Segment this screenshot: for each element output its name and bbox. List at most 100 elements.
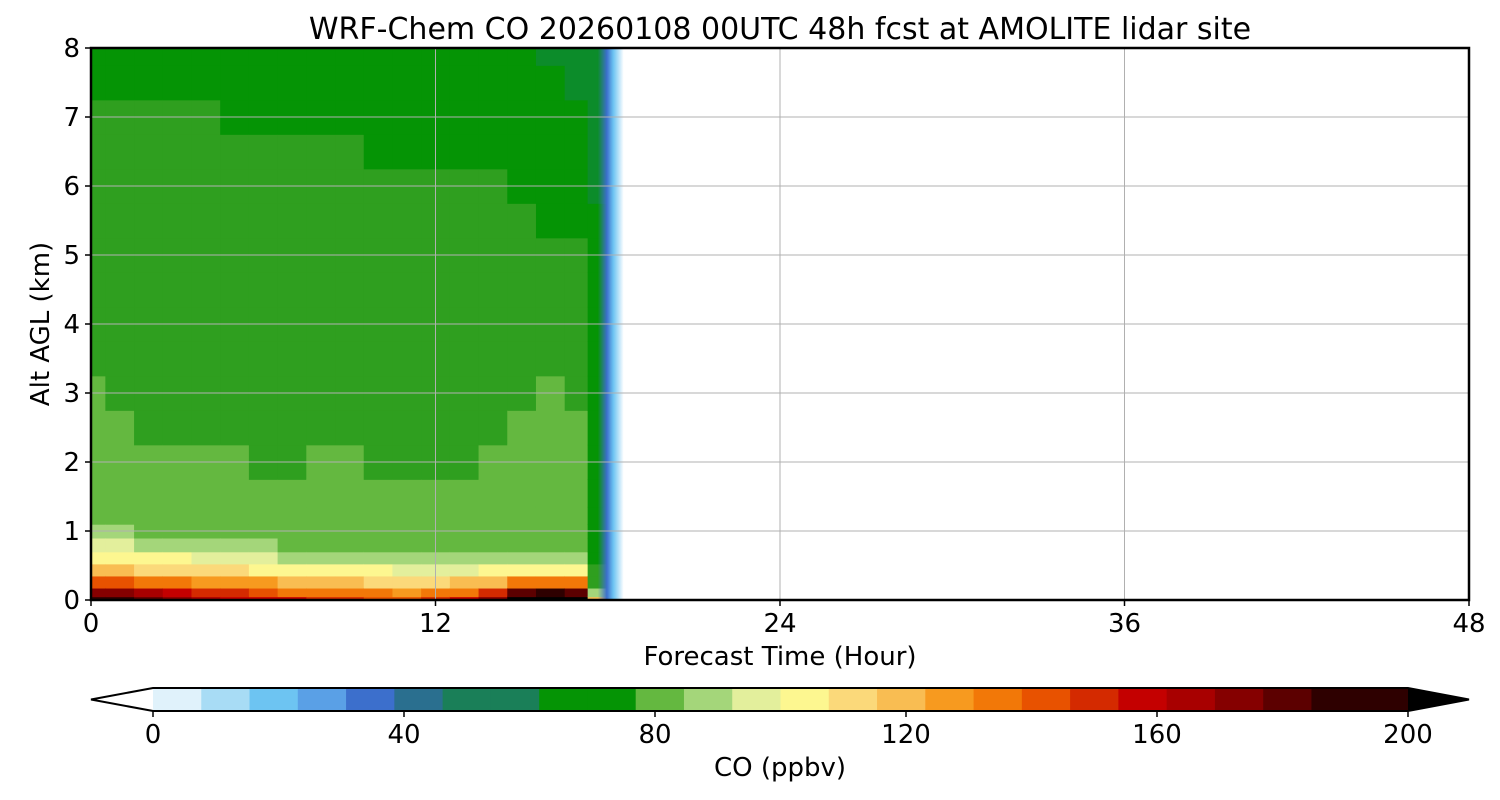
colorbar-segment: [828, 688, 878, 711]
heatmap-cell: [392, 537, 422, 553]
colorbar-tick-label: 40: [387, 720, 420, 750]
colorbar-segment: [1263, 688, 1313, 711]
heatmap-cell: [507, 551, 537, 565]
heatmap-cell: [535, 587, 566, 598]
heatmap-cell: [507, 596, 537, 600]
heatmap-cell: [162, 203, 193, 239]
heatmap-cell: [162, 272, 193, 308]
heatmap-cell: [392, 134, 422, 170]
heatmap-cell: [392, 410, 422, 446]
heatmap-cell: [478, 596, 508, 600]
heatmap-cell: [105, 203, 135, 239]
colorbar-tick-label: 120: [881, 720, 931, 750]
x-tick-label: 12: [419, 609, 452, 639]
heatmap-cell: [277, 410, 307, 446]
heatmap-cell: [91, 134, 106, 170]
heatmap-cell: [134, 551, 164, 565]
heatmap-cell: [306, 506, 336, 525]
heatmap-cell: [363, 134, 394, 170]
heatmap-cell: [191, 551, 221, 565]
heatmap-cell: [363, 551, 394, 565]
heatmap-cell: [564, 506, 589, 525]
heatmap-cell: [564, 272, 589, 308]
heatmap-cell: [535, 65, 566, 101]
heatmap-cell: [220, 563, 250, 577]
heatmap-cell: [449, 410, 480, 446]
heatmap-cell: [335, 575, 365, 589]
heatmap-cell: [335, 479, 365, 508]
heatmap-cell: [191, 203, 221, 239]
heatmap-cell: [507, 134, 537, 170]
heatmap-cell: [91, 537, 106, 553]
heatmap-cell: [507, 341, 537, 377]
heatmap-cell: [220, 48, 250, 66]
heatmap-cell: [134, 575, 164, 589]
x-axis-label: Forecast Time (Hour): [643, 642, 916, 672]
y-tick-label: 5: [63, 241, 80, 271]
heatmap-cell: [335, 341, 365, 377]
heatmap-cell: [564, 575, 589, 589]
heatmap-cell: [277, 587, 307, 598]
heatmap-cell: [105, 341, 135, 377]
heatmap-cell: [162, 537, 193, 553]
heatmap-cell: [134, 272, 164, 308]
heatmap-cell: [220, 134, 250, 170]
heatmap-cell: [535, 134, 566, 170]
heatmap-cell: [248, 551, 279, 565]
heatmap-cell: [248, 203, 279, 239]
heatmap-cell: [449, 341, 480, 377]
heatmap-cell: [277, 479, 307, 508]
heatmap-cell: [134, 134, 164, 170]
heatmap-cell: [363, 479, 394, 508]
colorbar-segment: [1359, 688, 1409, 711]
heatmap-cell: [306, 272, 336, 308]
heatmap-cell: [105, 596, 135, 600]
heatmap-cell: [507, 65, 537, 101]
heatmap-cell: [277, 48, 307, 66]
heatmap-cell: [191, 479, 221, 508]
heatmap-cell: [535, 596, 566, 600]
heatmap-cell: [564, 203, 589, 239]
colorbar-tick-label: 160: [1132, 720, 1182, 750]
heatmap-cell: [91, 587, 106, 598]
heatmap-cell: [220, 272, 250, 308]
heatmap-cell: [363, 596, 394, 600]
x-axis: 0 12 24 36 48: [83, 600, 1486, 639]
heatmap-cell: [478, 479, 508, 508]
heatmap-cell: [162, 506, 193, 525]
heatmap-cell: [220, 479, 250, 508]
heatmap-cell: [220, 203, 250, 239]
heatmap-cell: [392, 203, 422, 239]
heatmap-cell: [220, 587, 250, 598]
heatmap-cell: [306, 134, 336, 170]
heatmap-cell: [134, 410, 164, 446]
heatmap-cell: [105, 563, 135, 577]
heatmap-cell: [392, 506, 422, 525]
heatmap-cell: [478, 410, 508, 446]
heatmap-cell: [277, 596, 307, 600]
heatmap-cell: [564, 596, 589, 600]
y-tick-label: 0: [63, 586, 80, 616]
heatmap-cell: [478, 506, 508, 525]
heatmap-cell: [335, 587, 365, 598]
heatmap-cell: [392, 65, 422, 101]
heatmap-cell: [507, 203, 537, 239]
heatmap-cell: [162, 575, 193, 589]
heatmap-cell: [306, 596, 336, 600]
colorbar-segment: [587, 688, 637, 711]
heatmap-cell: [449, 506, 480, 525]
heatmap-cell: [306, 575, 336, 589]
heatmap-cell: [564, 341, 589, 377]
heatmap-cell: [392, 48, 422, 66]
heatmap-cell: [564, 587, 589, 598]
heatmap-cell: [535, 48, 566, 66]
heatmap-cell: [392, 341, 422, 377]
heatmap-cell: [220, 575, 250, 589]
colorbar-segment: [877, 688, 926, 711]
heatmap-cell: [220, 551, 250, 565]
heatmap-cell: [335, 537, 365, 553]
heatmap-cell: [306, 537, 336, 553]
heatmap-cell: [91, 65, 106, 101]
heatmap-cell: [535, 203, 566, 239]
colorbar-segment: [297, 688, 347, 711]
